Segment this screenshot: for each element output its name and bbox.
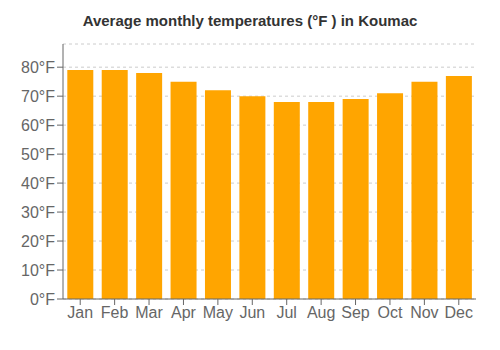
- svg-text:Jan: Jan: [67, 304, 93, 321]
- svg-text:10°F: 10°F: [21, 262, 55, 279]
- svg-text:30°F: 30°F: [21, 204, 55, 221]
- svg-text:Feb: Feb: [101, 304, 129, 321]
- svg-text:40°F: 40°F: [21, 175, 55, 192]
- svg-text:Aug: Aug: [307, 304, 335, 321]
- svg-text:Mar: Mar: [135, 304, 163, 321]
- svg-text:60°F: 60°F: [21, 117, 55, 134]
- svg-text:May: May: [203, 304, 233, 321]
- svg-text:Sep: Sep: [341, 304, 370, 321]
- svg-text:Apr: Apr: [171, 304, 197, 321]
- svg-text:Nov: Nov: [410, 304, 438, 321]
- svg-text:70°F: 70°F: [21, 88, 55, 105]
- svg-text:0°F: 0°F: [30, 291, 55, 308]
- svg-text:Jul: Jul: [276, 304, 296, 321]
- svg-text:50°F: 50°F: [21, 146, 55, 163]
- html-text:Average monthly temperatures (: Average monthly temperatures (°F ) in Ko…: [82, 12, 418, 29]
- svg-text:80°F: 80°F: [21, 59, 55, 76]
- svg-text:Oct: Oct: [378, 304, 403, 321]
- svg-text:Dec: Dec: [445, 304, 473, 321]
- svg-text:Jun: Jun: [239, 304, 265, 321]
- svg-text:20°F: 20°F: [21, 233, 55, 250]
